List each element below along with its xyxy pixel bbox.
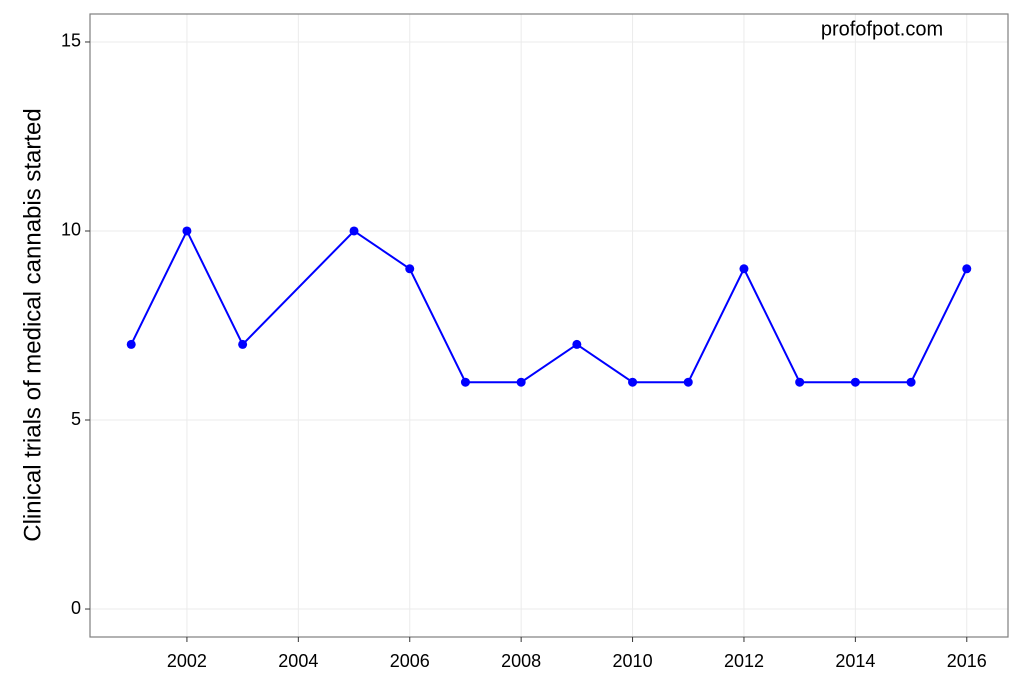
plot-panel <box>90 14 1008 637</box>
point <box>739 264 749 274</box>
y-axis-label: Clinical trials of medical cannabis star… <box>19 108 46 542</box>
point <box>628 377 638 387</box>
point <box>572 339 582 349</box>
point <box>795 377 805 387</box>
y-tick-label: 15 <box>61 31 81 51</box>
point <box>516 377 526 387</box>
y-tick-label: 0 <box>71 598 81 618</box>
point <box>962 264 972 274</box>
point <box>683 377 693 387</box>
point <box>349 226 359 236</box>
point <box>906 377 916 387</box>
panel-border <box>89 13 1009 638</box>
x-tick-label: 2002 <box>167 651 207 671</box>
point <box>238 339 248 349</box>
point <box>126 339 136 349</box>
point <box>850 377 860 387</box>
x-tick-label: 2010 <box>613 651 653 671</box>
grid <box>90 14 1008 637</box>
x-tick-label: 2006 <box>390 651 430 671</box>
y-tick-label: 10 <box>61 220 81 240</box>
y-tick-label: 5 <box>71 409 81 429</box>
point <box>182 226 192 236</box>
point <box>405 264 415 274</box>
annotation: profofpot.com <box>821 18 943 40</box>
x-tick-label: 2012 <box>724 651 764 671</box>
x-tick-label: 2014 <box>835 651 875 671</box>
x-tick-label: 2008 <box>501 651 541 671</box>
x-tick-label: 2016 <box>947 651 987 671</box>
data <box>126 226 972 387</box>
x-tick-label: 2004 <box>278 651 318 671</box>
point <box>460 377 470 387</box>
